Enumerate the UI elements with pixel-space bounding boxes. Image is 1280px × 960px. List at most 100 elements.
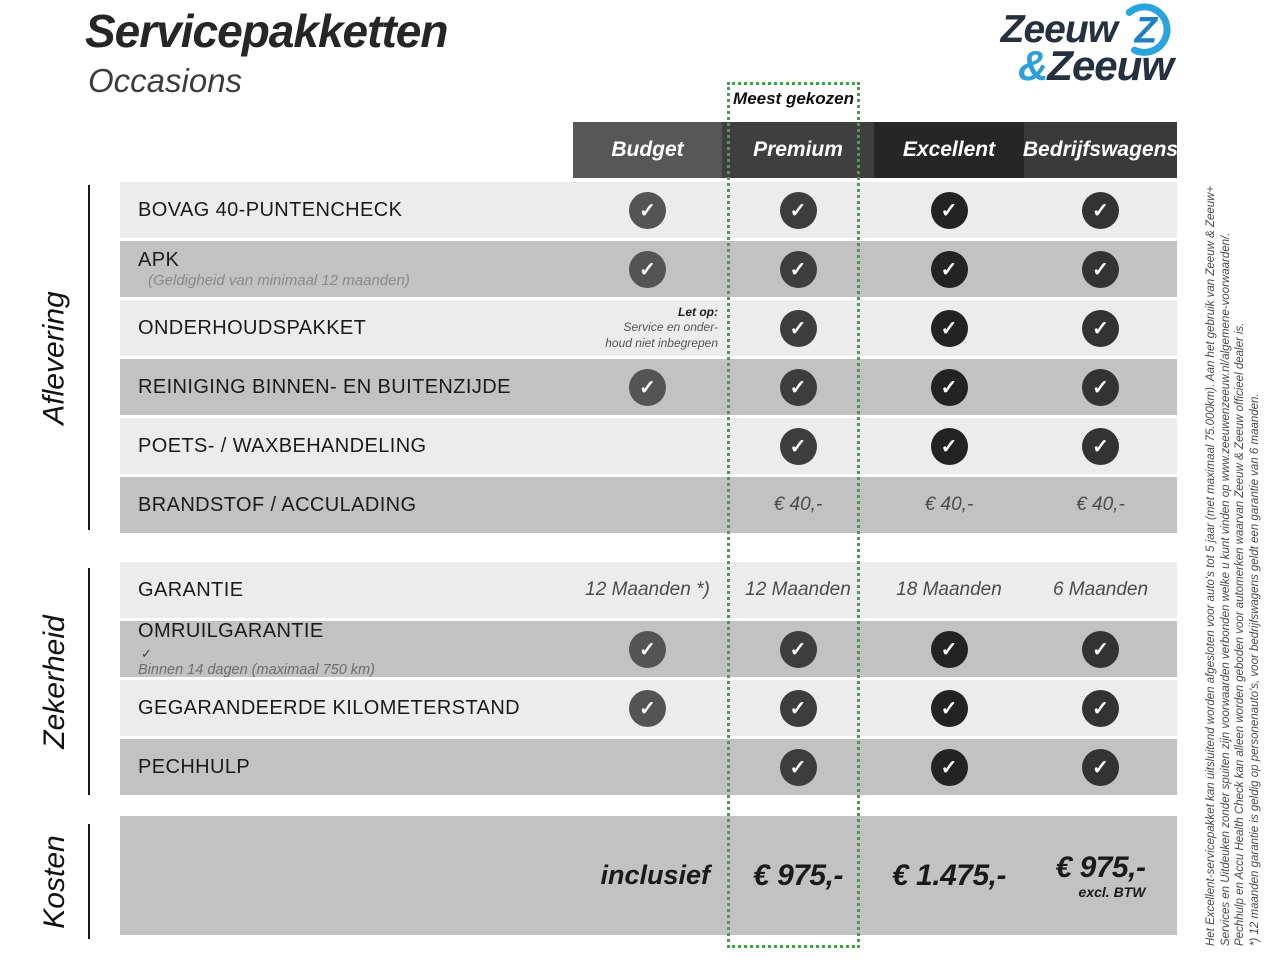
column-header-bedrijfswagens: Bedrijfswagens [1023, 122, 1178, 178]
row-label-cell: PECHHULP [120, 756, 573, 779]
table-cell: € 40,- [722, 477, 874, 533]
table-cell: ✓ [874, 359, 1024, 415]
check-icon: ✓ [779, 427, 817, 465]
table-cell: ✓ [573, 241, 722, 297]
row-label: ONDERHOUDSPAKKET [138, 316, 367, 339]
check-icon: ✓ [1082, 427, 1119, 465]
row-label: GEGARANDEERDE KILOMETERSTAND [138, 696, 521, 719]
logo-line1: Zeeuw Z [978, 2, 1173, 58]
table-cell [573, 418, 722, 474]
check-icon: ✓ [1082, 309, 1119, 347]
section-divider-kosten [88, 824, 90, 939]
check-icon: ✓ [1082, 250, 1119, 288]
check-icon: ✓ [779, 309, 817, 347]
price-value: € 1.475,- [892, 858, 1006, 892]
table-row: ONDERHOUDSPAKKET Let op: Service en onder… [120, 300, 1177, 356]
row-label: POETS- / WAXBEHANDELING [138, 434, 427, 457]
row-label: APK [138, 249, 180, 271]
budget-note: Let op: Service en onder-houd niet inbeg… [573, 305, 722, 352]
table-row: BRANDSTOF / ACCULADING € 40,- € 40,- € 40,- [120, 477, 1177, 533]
check-icon: ✓ [1082, 191, 1119, 229]
price-value: € 975,- [1055, 851, 1146, 884]
row-sub-note-text: Binnen 14 dagen (maximaal 750 km) [138, 662, 375, 678]
cell-value: € 40,- [924, 494, 974, 515]
cell-value: 6 Maanden [1052, 579, 1149, 600]
table-cell: ✓ [874, 182, 1024, 238]
check-icon: ✓ [779, 748, 817, 786]
column-header-budget: Budget [573, 122, 722, 178]
check-icon: ✓ [629, 689, 666, 727]
footnote-line: *) 12 maanden garantie is geldig op pers… [1248, 393, 1261, 946]
table-cell [573, 477, 722, 533]
row-label: PECHHULP [138, 755, 251, 778]
table-cell: € 975,- excl. BTW [1024, 816, 1177, 935]
cell-value: € 40,- [773, 494, 823, 515]
table-cell: ✓ [874, 621, 1024, 677]
cell-value: 18 Maanden [896, 579, 1002, 600]
check-icon: ✓ [629, 630, 666, 668]
table-cell: ✓ [573, 359, 722, 415]
table-cell [573, 739, 722, 795]
row-label-cell: GEGARANDEERDE KILOMETERSTAND [120, 697, 573, 720]
table-row: BOVAG 40-PUNTENCHECK ✓ ✓ ✓ ✓ [120, 182, 1177, 238]
cell-value: 12 Maanden [745, 579, 851, 600]
budget-note-emphasis: Let op: [678, 304, 718, 319]
check-icon: ✓ [1082, 630, 1119, 668]
check-icon: ✓ [930, 427, 968, 465]
row-label-cell: ONDERHOUDSPAKKET [120, 317, 573, 340]
table-cell: inclusief [573, 816, 722, 935]
svg-text:Z: Z [1134, 9, 1159, 50]
check-icon: ✓ [779, 191, 817, 229]
table-row: GARANTIE 12 Maanden *) 12 Maanden 18 Maande… [120, 562, 1177, 618]
footnote-line: Services en Uitdeuken zonder spuiten zij… [1219, 232, 1232, 946]
section-label-kosten: Kosten [38, 835, 71, 929]
page-subtitle: Occasions [88, 62, 243, 99]
logo-word2: Zeeuw [1047, 42, 1174, 89]
logo-line2: &Zeeuw [978, 42, 1174, 90]
table-cell: ✓ [1024, 418, 1177, 474]
price-value: € 975,- [753, 858, 843, 892]
row-label-cell: OMRUILGARANTIE ✓ Binnen 14 dagen (maximaal… [120, 620, 573, 678]
table-cell: ✓ [573, 621, 722, 677]
table-row: PECHHULP ✓ ✓ ✓ [120, 739, 1177, 795]
title-block: Servicepakketten Occasions [85, 4, 448, 100]
table-cell: ✓ [1024, 300, 1177, 356]
row-label-cell: REINIGING BINNEN- EN BUITENZIJDE [120, 376, 573, 399]
row-sub-note: ✓ Binnen 14 dagen (maximaal 750 km) [138, 646, 573, 678]
section-divider-zekerheid [88, 568, 90, 795]
footnote-line: Het Excellent-servicepakket kan uitsluit… [1205, 185, 1217, 946]
table-cell: ✓ [1024, 359, 1177, 415]
table-cell: ✓ [874, 680, 1024, 736]
price-block: € 975,- [753, 859, 843, 893]
table-cell: 12 Maanden [722, 562, 874, 618]
table-cell: ✓ [573, 680, 722, 736]
table-cell: ✓ [722, 241, 874, 297]
check-icon: ✓ [779, 689, 817, 727]
table-cell: ✓ [722, 621, 874, 677]
section-label-zekerheid: Zekerheid [38, 615, 71, 749]
table-cell: ✓ [722, 359, 874, 415]
table-cell: ✓ [874, 739, 1024, 795]
table-cell: € 975,- [722, 816, 874, 935]
footnote-line: Pechhulp en Accu Health Check kan alleen… [1234, 322, 1246, 947]
check-icon: ✓ [629, 191, 666, 229]
page-title: Servicepakketten [85, 5, 448, 57]
row-label: GARANTIE [138, 578, 244, 601]
table-cell: ✓ [573, 182, 722, 238]
check-icon: ✓ [1082, 368, 1119, 406]
row-label-cell: BOVAG 40-PUNTENCHECK [120, 199, 573, 222]
check-icon: ✓ [930, 748, 968, 786]
check-icon: ✓ [930, 689, 968, 727]
column-header-premium: Premium [722, 122, 874, 178]
check-icon: ✓ [930, 630, 968, 668]
table-cell: ✓ [1024, 182, 1177, 238]
price-block: € 1.475,- [892, 859, 1006, 893]
row-label: BOVAG 40-PUNTENCHECK [138, 198, 403, 221]
check-icon: ✓ [779, 368, 817, 406]
table-cell: ✓ [1024, 739, 1177, 795]
most-chosen-badge: Meest gekozen [733, 89, 854, 108]
row-label-cell: POETS- / WAXBEHANDELING [120, 435, 573, 458]
cell-value: 12 Maanden *) [585, 579, 710, 600]
table-cell: Let op: Service en onder-houd niet inbeg… [573, 300, 722, 356]
table-cell: ✓ [874, 418, 1024, 474]
